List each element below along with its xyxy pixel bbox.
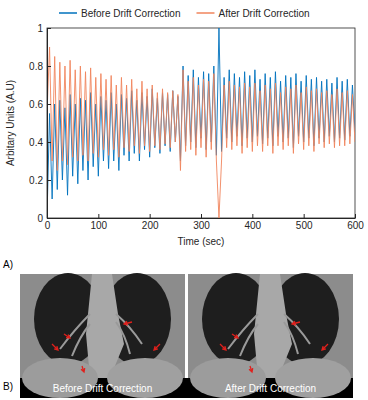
y-axis: 0 0.2 0.4 0.6 0.8 1 <box>29 23 51 224</box>
x-tick-mark <box>252 214 253 218</box>
image-caption: After Drift Correction <box>225 383 316 394</box>
y-tick: 0.6 <box>29 99 51 110</box>
image-caption: Before Drift Correction <box>53 383 152 394</box>
legend-swatch <box>196 12 214 14</box>
figure: 0 100 200 300 400 500 600 0 0.2 0.4 0.6 0.8 1 Time (s… <box>0 0 368 400</box>
y-tick-label: 0.2 <box>29 175 43 186</box>
y-tick-label: 0.4 <box>29 137 43 148</box>
arrow <box>154 344 160 350</box>
mri-image <box>20 273 185 398</box>
x-tick: 600 <box>347 214 364 231</box>
x-tick: 200 <box>142 214 159 231</box>
x-tick-mark <box>201 214 202 218</box>
y-tick-mark <box>47 104 51 105</box>
lines <box>47 28 355 218</box>
arrow <box>81 366 85 372</box>
vessels <box>228 314 310 356</box>
x-tick-label: 300 <box>193 220 210 231</box>
arrow <box>52 344 58 350</box>
y-axis-line <box>47 29 48 219</box>
series-line <box>47 28 355 218</box>
legend-entry: After Drift Correction <box>196 8 309 19</box>
y-tick-label: 1 <box>37 23 43 34</box>
x-tick: 500 <box>296 214 313 231</box>
arrow <box>249 366 253 372</box>
y-tick-label: 0.6 <box>29 99 43 110</box>
series-line <box>47 47 355 218</box>
legend: Before Drift Correction After Drift Corre… <box>59 8 310 19</box>
arrow <box>64 334 70 338</box>
y-tick: 0.4 <box>29 137 51 148</box>
arrow <box>124 321 132 325</box>
y-tick: 0.2 <box>29 175 51 186</box>
y-tick-mark <box>47 28 51 29</box>
x-tick-mark <box>304 214 305 218</box>
y-tick-mark <box>47 66 51 67</box>
arrow <box>220 344 226 350</box>
x-tick-label: 100 <box>90 220 107 231</box>
x-tick-mark <box>150 214 151 218</box>
arrow <box>292 321 300 325</box>
y-tick-label: 0 <box>37 213 43 224</box>
legend-label: Before Drift Correction <box>81 8 180 19</box>
x-axis: 0 100 200 300 400 500 600 <box>45 214 365 231</box>
x-tick: 100 <box>90 214 107 231</box>
x-tick-label: 600 <box>347 220 364 231</box>
x-tick: 300 <box>193 214 210 231</box>
x-tick-label: 500 <box>296 220 313 231</box>
x-axis-line <box>48 218 356 219</box>
x-tick-mark <box>98 214 99 218</box>
x-tick-label: 200 <box>142 220 159 231</box>
y-tick: 1 <box>37 23 51 34</box>
legend-label: After Drift Correction <box>218 8 309 19</box>
y-tick: 0 <box>37 213 51 224</box>
legend-entry: Before Drift Correction <box>59 8 180 19</box>
y-tick: 0.8 <box>29 61 51 72</box>
x-tick: 400 <box>244 214 261 231</box>
x-tick-mark <box>355 214 356 218</box>
mri-image <box>188 273 353 398</box>
vessels <box>60 314 142 356</box>
arrow <box>322 344 328 350</box>
x-tick-label: 400 <box>244 220 261 231</box>
legend-swatch <box>59 12 77 14</box>
y-tick-label: 0.8 <box>29 61 43 72</box>
y-axis-title: Arbitary Units (A.U) <box>5 80 16 166</box>
panel-label: A) <box>3 259 13 270</box>
x-tick-label: 0 <box>45 220 51 231</box>
x-axis-title: Time (sec) <box>178 236 225 247</box>
panel-label: B) <box>3 381 13 392</box>
y-tick-mark <box>47 218 51 219</box>
y-tick-mark <box>47 142 51 143</box>
y-tick-mark <box>47 180 51 181</box>
plot-frame <box>47 28 355 218</box>
arrow <box>232 334 238 338</box>
